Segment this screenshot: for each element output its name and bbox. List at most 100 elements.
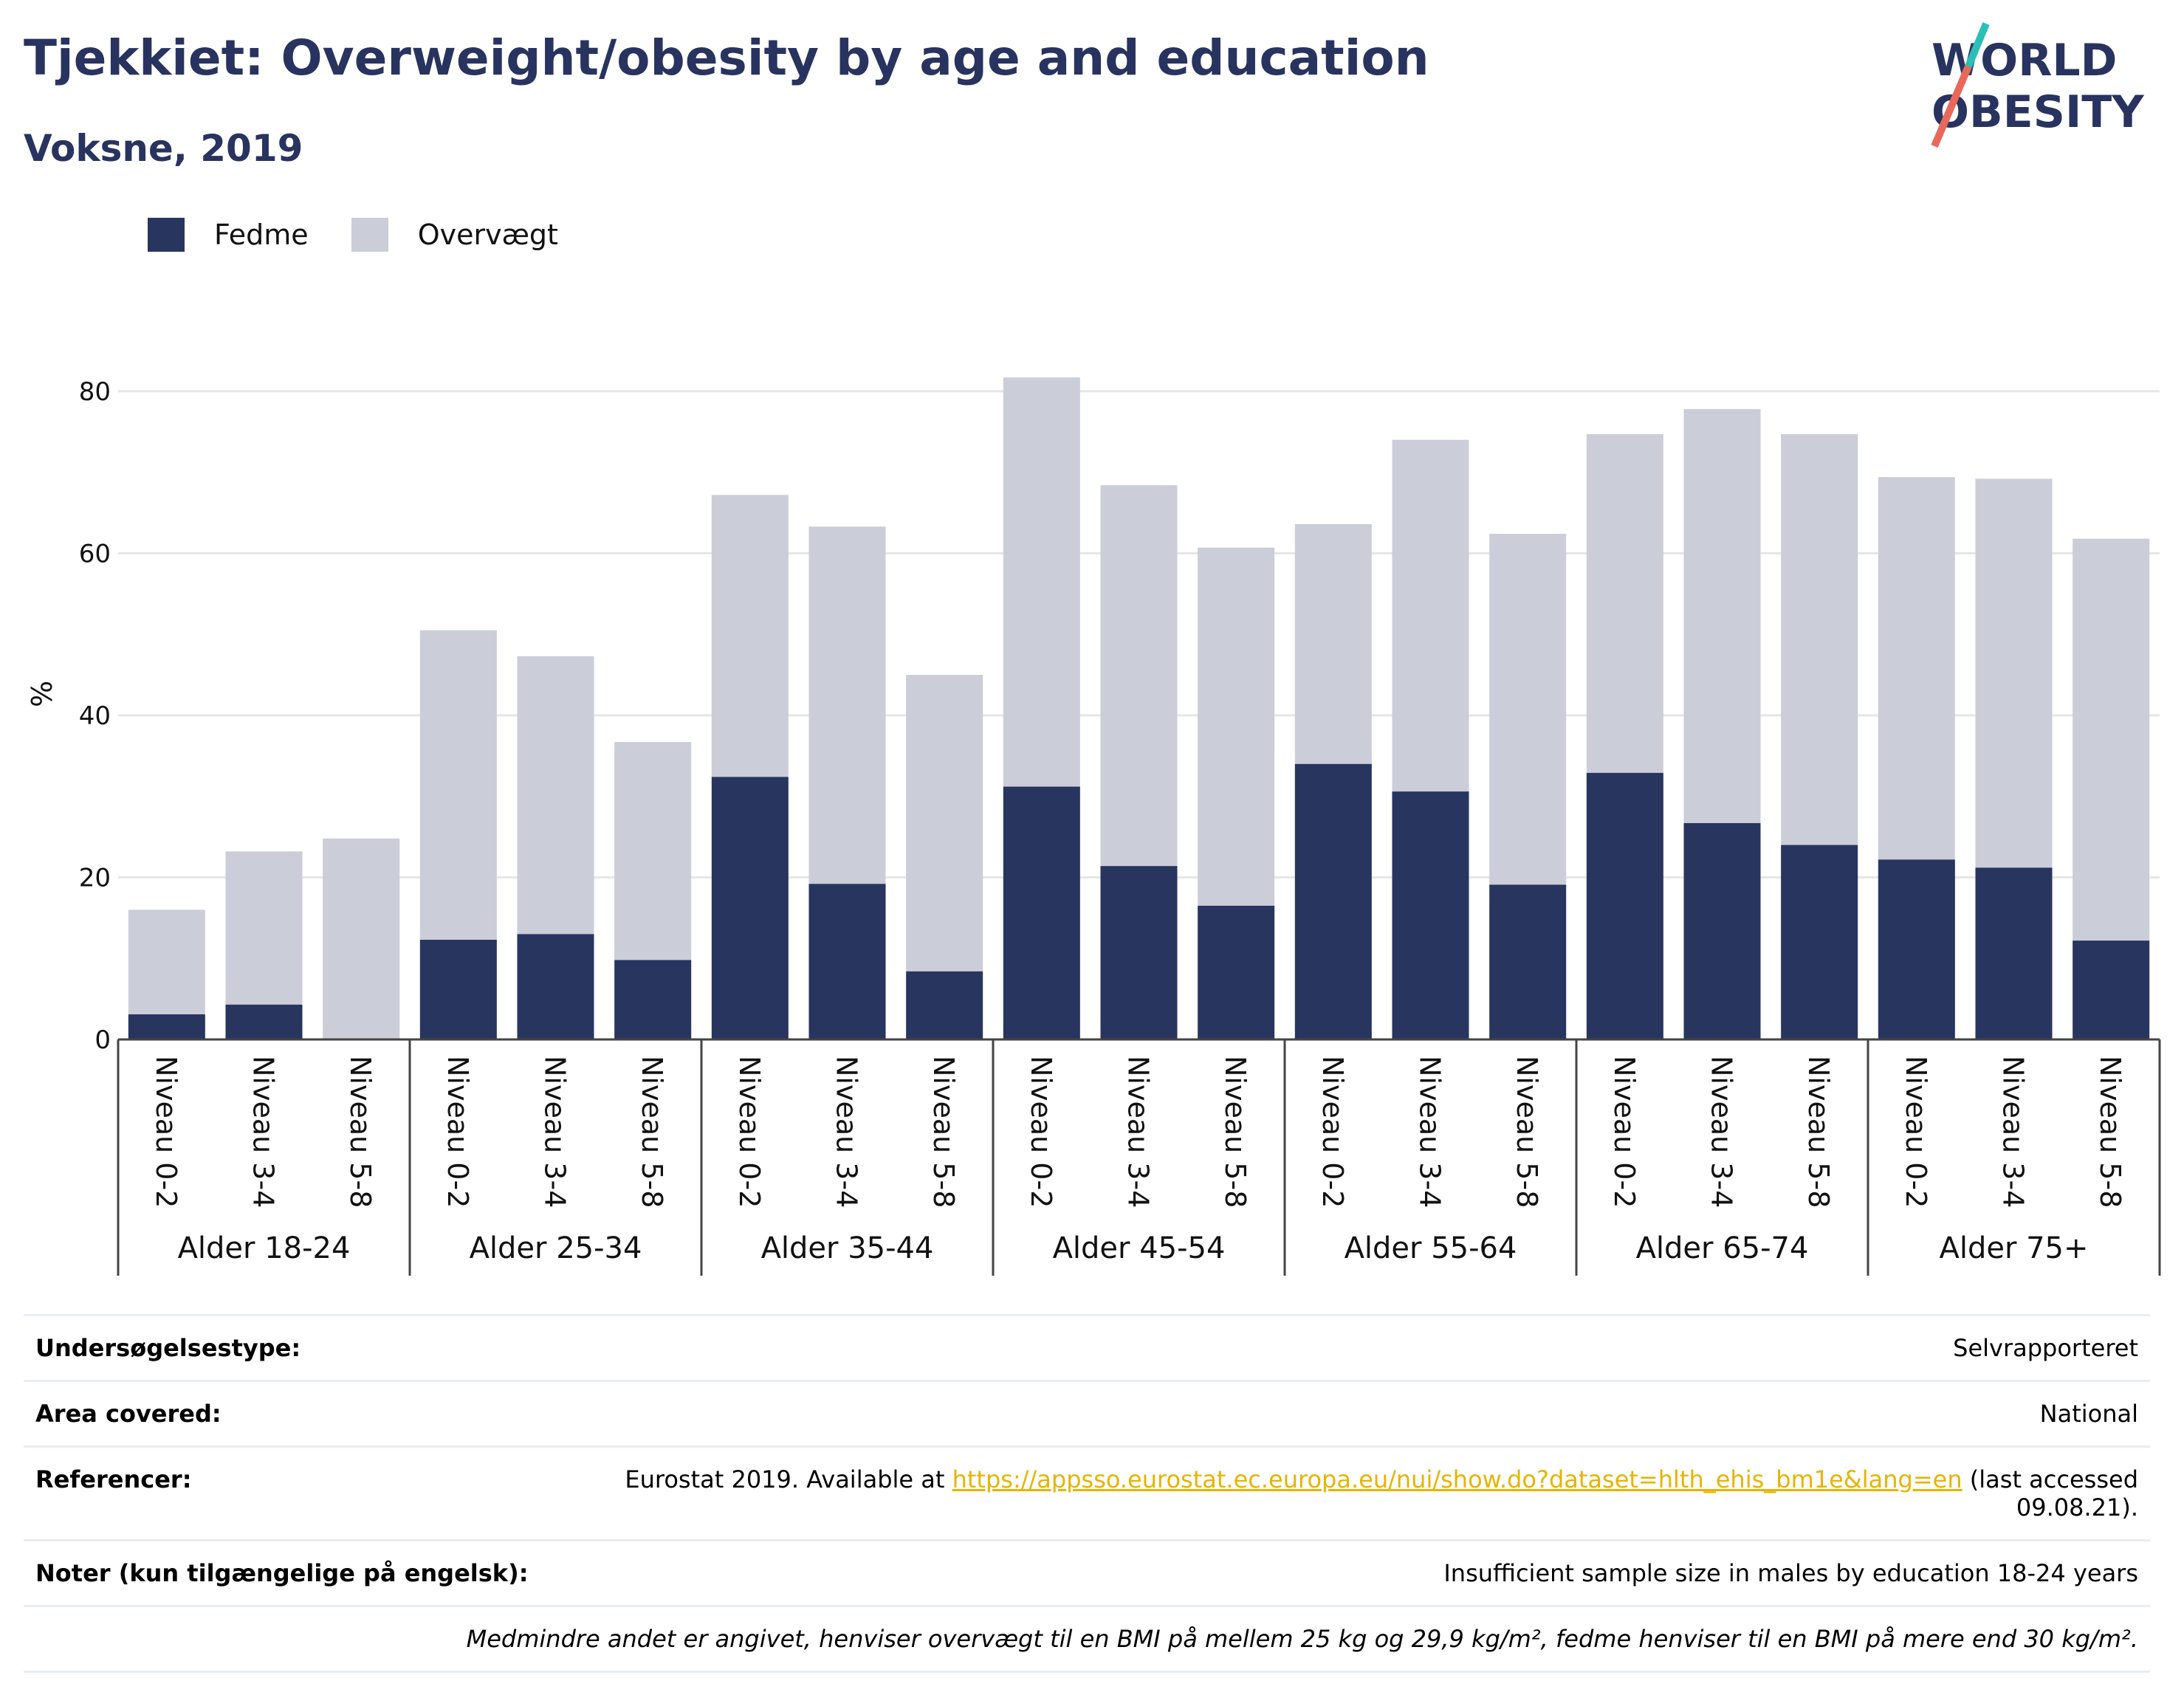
axes: 0 20 40 60 80 Niveau 0-2 Niveau 3-4 Niveau 5-8 N… xyxy=(79,377,2161,1276)
area-covered-value: National xyxy=(2039,1400,2138,1428)
references-prefix: Eurostat 2019. Available at xyxy=(625,1465,952,1493)
x-category-label: Niveau 3-4 xyxy=(1414,1056,1446,1208)
world-obesity-logo: WORLD OBESITY xyxy=(1931,22,2145,148)
logo-stroke-teal xyxy=(1965,22,1990,68)
bar-fedme xyxy=(1392,791,1469,1039)
bar-fedme xyxy=(1003,786,1080,1039)
info-row-area: Area covered: National xyxy=(24,1382,2150,1448)
bar-fedme xyxy=(419,940,497,1039)
bar-fedme xyxy=(2073,941,2150,1039)
chart-subtitle: Voksne, 2019 xyxy=(24,127,303,170)
bar-fedme xyxy=(614,960,692,1039)
info-row-references: Referencer: Eurostat 2019. Available at … xyxy=(24,1448,2150,1541)
bar-fedme xyxy=(1489,884,1567,1039)
bar-overvaegt xyxy=(323,838,400,1039)
bar-overvaegt xyxy=(1392,439,1469,792)
legend-swatch-overvaegt xyxy=(351,218,388,252)
x-category-label: Niveau 5-8 xyxy=(1802,1056,1835,1208)
x-category-label: Niveau 0-2 xyxy=(442,1056,474,1208)
info-row-notes: Noter (kun tilgængelige på engelsk): Ins… xyxy=(24,1541,2150,1607)
x-category-label: Niveau 3-4 xyxy=(247,1056,280,1208)
bar-fedme xyxy=(1294,763,1372,1039)
legend-swatch-fedme xyxy=(148,218,185,252)
x-group-label: Alder 75+ xyxy=(1939,1231,2088,1265)
legend-item-fedme[interactable]: Fedme xyxy=(148,218,309,252)
references-value: Eurostat 2019. Available at https://apps… xyxy=(551,1465,2138,1522)
y-tick-label: 80 xyxy=(79,377,111,407)
notes-value: Insufficient sample size in males by edu… xyxy=(1443,1559,2138,1587)
bar-fedme xyxy=(808,884,886,1039)
bar-overvaegt xyxy=(1198,547,1275,906)
bar-overvaegt xyxy=(2073,538,2150,941)
legend-label-overvaegt: Overvægt xyxy=(417,219,558,251)
info-row-footnote: Medmindre andet er angivet, henviser ove… xyxy=(24,1607,2150,1673)
references-suffix: (last accessed 09.08.21). xyxy=(1962,1465,2138,1522)
references-label: Referencer: xyxy=(35,1465,192,1493)
x-group-label: Alder 25-34 xyxy=(470,1231,642,1265)
notes-label: Noter (kun tilgængelige på engelsk): xyxy=(35,1559,529,1587)
footnote-text: Medmindre andet er angivet, henviser ove… xyxy=(466,1625,2138,1653)
bar-overvaegt xyxy=(1683,409,1761,823)
bar-fedme xyxy=(906,971,983,1039)
bar-overvaegt xyxy=(1003,377,1080,787)
x-category-label: Niveau 5-8 xyxy=(344,1056,377,1208)
bar-chart: 0 20 40 60 80 Niveau 0-2 Niveau 3-4 Niveau 5-8 N… xyxy=(26,377,2161,1276)
y-tick-label: 40 xyxy=(79,701,111,731)
bar-overvaegt xyxy=(711,495,789,777)
bars xyxy=(128,377,2150,1039)
chart-title: Tjekkiet: Overweight/obesity by age and … xyxy=(24,30,1429,86)
x-category-label: Niveau 3-4 xyxy=(1122,1056,1155,1208)
bar-fedme xyxy=(128,1014,205,1039)
bar-fedme xyxy=(1198,905,1275,1039)
x-category-label: Niveau 5-8 xyxy=(636,1056,668,1208)
legend-item-overvaegt[interactable]: Overvægt xyxy=(351,218,558,252)
y-axis-label: % xyxy=(26,681,58,707)
x-category-label: Niveau 5-8 xyxy=(1219,1056,1251,1208)
bar-overvaegt xyxy=(906,675,983,972)
logo-stroke-coral xyxy=(1931,65,1972,148)
y-tick-label: 0 xyxy=(95,1025,111,1055)
info-table: Undersøgelsestype: Selvrapporteret Area … xyxy=(24,1314,2150,1673)
logo-line2: OBESITY xyxy=(1931,86,2145,138)
bar-overvaegt xyxy=(1100,485,1178,867)
bar-fedme xyxy=(1781,845,1858,1039)
x-group-label: Alder 35-44 xyxy=(761,1231,934,1265)
bar-overvaegt xyxy=(1294,523,1372,764)
x-group-label: Alder 55-64 xyxy=(1345,1231,1517,1265)
bar-fedme xyxy=(1975,867,2053,1039)
bar-fedme xyxy=(225,1004,303,1039)
bar-overvaegt xyxy=(1781,434,1858,845)
bar-fedme xyxy=(1878,859,1955,1039)
x-category-label: Niveau 5-8 xyxy=(1511,1056,1543,1208)
bar-overvaegt xyxy=(808,526,886,884)
x-category-label: Niveau 0-2 xyxy=(1025,1056,1057,1208)
survey-type-label: Undersøgelsestype: xyxy=(35,1334,301,1362)
x-category-label: Niveau 3-4 xyxy=(1706,1056,1738,1208)
bar-overvaegt xyxy=(1975,478,2053,868)
bar-overvaegt xyxy=(517,656,594,935)
x-category-label: Niveau 0-2 xyxy=(1608,1056,1641,1208)
info-row-survey: Undersøgelsestype: Selvrapporteret xyxy=(24,1314,2150,1382)
bar-fedme xyxy=(517,934,594,1039)
references-link[interactable]: https://appsso.eurostat.ec.europa.eu/nui… xyxy=(952,1465,1962,1493)
x-category-label: Niveau 0-2 xyxy=(733,1056,766,1208)
x-category-label: Niveau 3-4 xyxy=(831,1056,863,1208)
y-tick-label: 20 xyxy=(79,863,111,893)
survey-type-value: Selvrapporteret xyxy=(1953,1334,2138,1362)
x-category-label: Niveau 3-4 xyxy=(1997,1056,2030,1208)
x-group-label: Alder 65-74 xyxy=(1636,1231,1809,1265)
x-category-label: Niveau 5-8 xyxy=(2094,1056,2126,1208)
bar-overvaegt xyxy=(225,851,303,1005)
bar-fedme xyxy=(1586,772,1663,1039)
legend-label-fedme: Fedme xyxy=(214,219,309,251)
y-tick-label: 60 xyxy=(79,539,111,568)
bar-fedme xyxy=(711,777,789,1039)
bar-overvaegt xyxy=(419,630,497,940)
x-category-label: Niveau 0-2 xyxy=(150,1056,182,1208)
legend: Fedme Overvægt xyxy=(148,218,601,252)
bar-overvaegt xyxy=(1878,477,1955,860)
x-group-label: Alder 45-54 xyxy=(1053,1231,1226,1265)
bar-overvaegt xyxy=(1586,434,1663,773)
x-category-label: Niveau 0-2 xyxy=(1316,1056,1349,1208)
bar-fedme xyxy=(1100,866,1178,1039)
